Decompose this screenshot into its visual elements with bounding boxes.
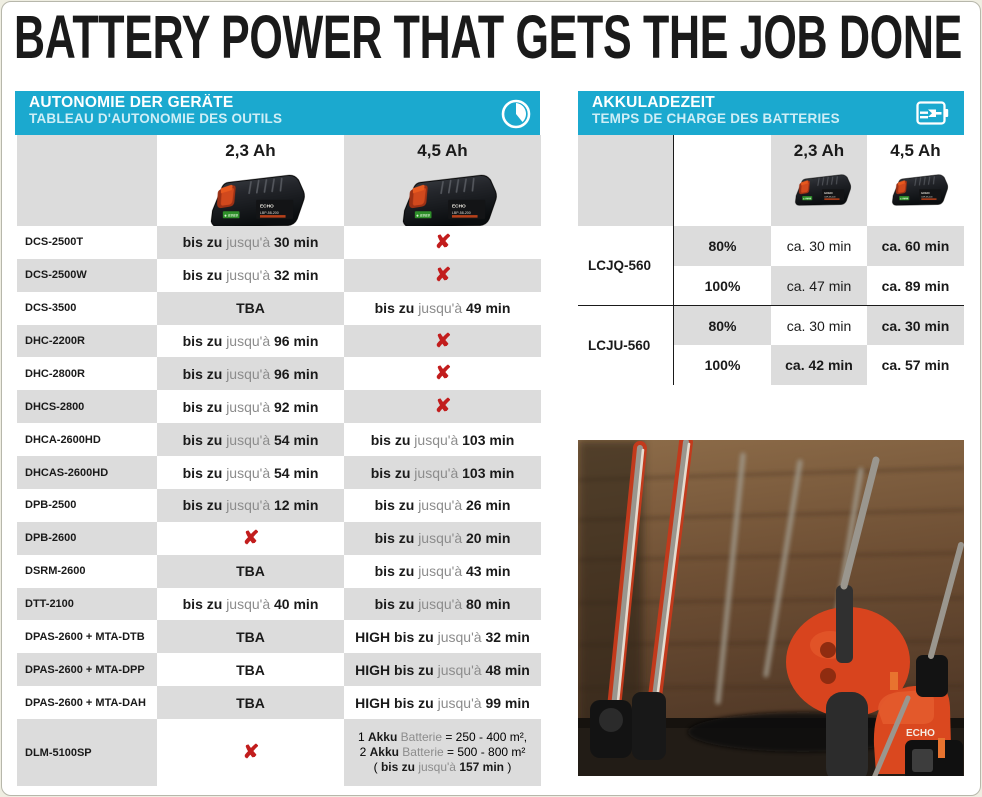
svg-text:● ####: ● ####: [224, 213, 238, 218]
svg-text:LBP-58-200: LBP-58-200: [451, 211, 470, 215]
svg-text:LBP-58-200: LBP-58-200: [824, 197, 836, 199]
svg-text:ECHO: ECHO: [259, 203, 273, 209]
svg-text:● ####: ● ####: [416, 213, 430, 218]
svg-text:ECHO: ECHO: [921, 191, 930, 195]
svg-text:LBP-58-200: LBP-58-200: [259, 211, 278, 215]
svg-text:LBP-58-200: LBP-58-200: [921, 197, 933, 199]
svg-text:ECHO: ECHO: [824, 191, 833, 195]
svg-text:ECHO: ECHO: [451, 203, 465, 209]
